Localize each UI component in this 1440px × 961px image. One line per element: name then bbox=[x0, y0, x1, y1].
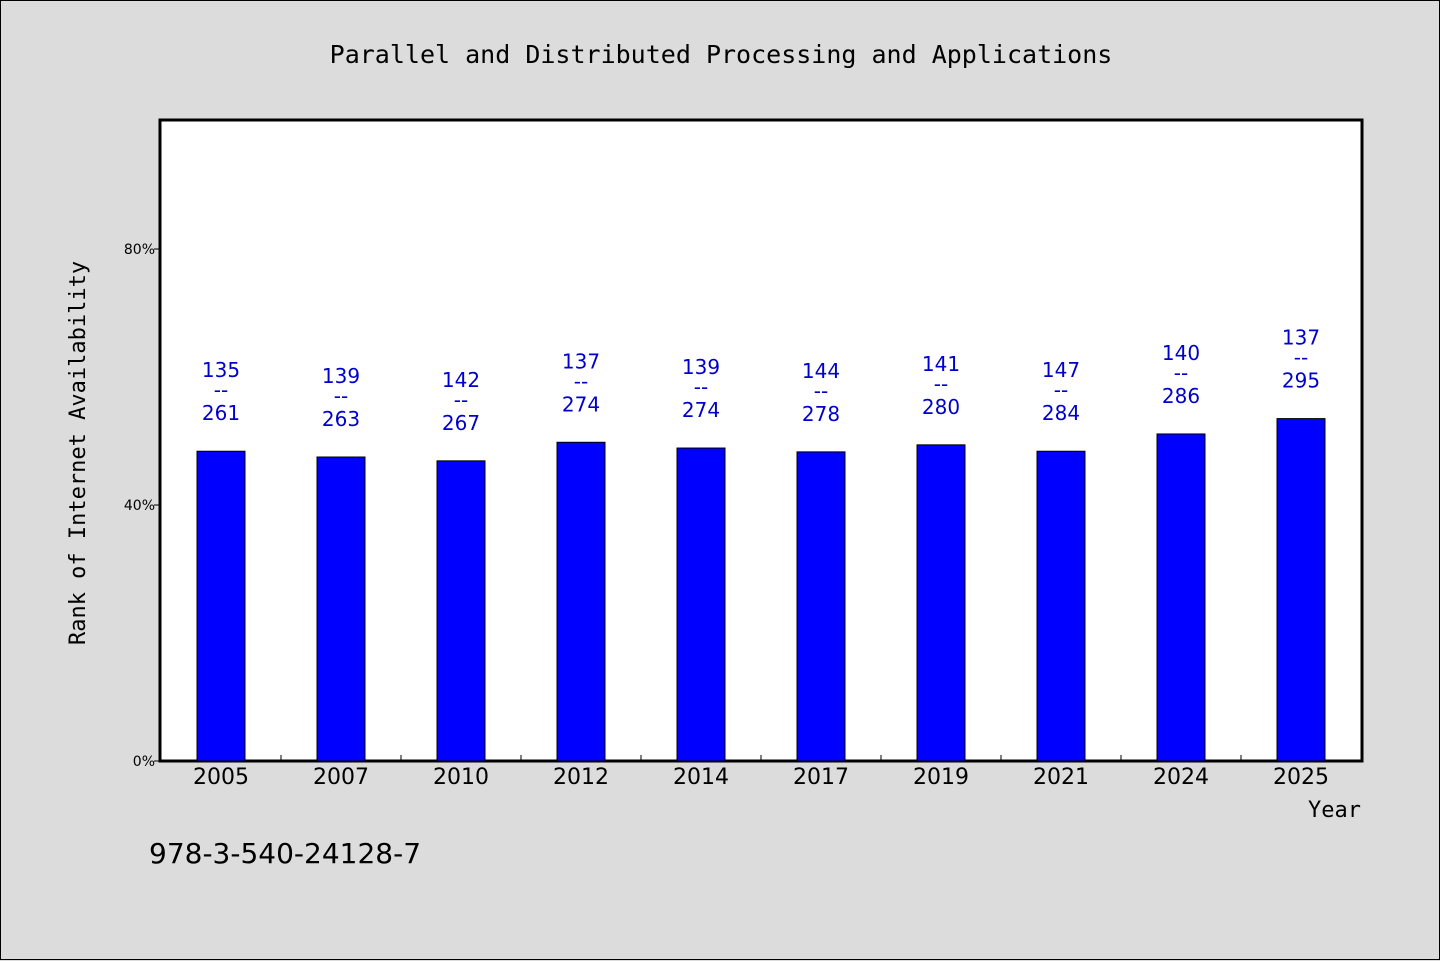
x-tick-label: 2012 bbox=[553, 765, 609, 790]
x-tick-label: 2019 bbox=[913, 765, 969, 790]
y-tick-label: 40% bbox=[124, 498, 155, 514]
data-label-total: 263 bbox=[322, 407, 360, 431]
chart-title: Parallel and Distributed Processing and … bbox=[330, 40, 1113, 69]
bar bbox=[1036, 450, 1086, 762]
bar bbox=[796, 451, 846, 762]
data-label-total: 274 bbox=[682, 398, 720, 422]
x-tick-label: 2024 bbox=[1153, 765, 1209, 790]
x-tick-label: 2005 bbox=[193, 765, 249, 790]
data-label-separator: -- bbox=[214, 378, 228, 402]
bar-data-label: 142--267 bbox=[442, 368, 480, 435]
data-label-total: 278 bbox=[802, 402, 840, 426]
data-label-rank: 137 bbox=[562, 349, 600, 373]
bar bbox=[1276, 418, 1326, 762]
bar bbox=[1156, 433, 1206, 762]
x-tick-label: 2017 bbox=[793, 765, 849, 790]
data-label-rank: 137 bbox=[1282, 326, 1320, 350]
bar bbox=[676, 447, 726, 762]
data-label-total: 286 bbox=[1162, 384, 1200, 408]
data-label-total: 280 bbox=[922, 395, 960, 419]
data-label-rank: 139 bbox=[322, 364, 360, 388]
data-label-rank: 139 bbox=[682, 355, 720, 379]
x-axis: 2005 2007 2010 2012 2014 2017 2019 2021 2024 2025 bbox=[193, 755, 1329, 790]
x-tick-label: 2025 bbox=[1273, 765, 1329, 790]
data-label-rank: 135 bbox=[202, 358, 240, 382]
data-label-total: 284 bbox=[1042, 401, 1080, 425]
data-label-separator: -- bbox=[574, 369, 588, 393]
x-tick-label: 2014 bbox=[673, 765, 729, 790]
bar-data-label: 147--284 bbox=[1042, 358, 1080, 425]
bar-data-label: 140--286 bbox=[1162, 341, 1200, 408]
data-label-rank: 144 bbox=[802, 359, 840, 383]
data-label-separator: -- bbox=[814, 379, 828, 403]
bar-data-label: 139--263 bbox=[322, 364, 360, 431]
bar-data-label: 137--295 bbox=[1282, 326, 1320, 393]
bar bbox=[316, 456, 366, 762]
bar-data-label: 144--278 bbox=[802, 359, 840, 426]
bar bbox=[436, 460, 486, 762]
bar-data-label: 135--261 bbox=[202, 358, 240, 425]
data-label-separator: -- bbox=[334, 384, 348, 408]
y-axis: 0% 40% 80% bbox=[124, 242, 161, 770]
data-label-total: 274 bbox=[562, 392, 600, 416]
data-label-separator: -- bbox=[694, 375, 708, 399]
bar bbox=[916, 444, 966, 762]
bar-data-label: 139--274 bbox=[682, 355, 720, 422]
bar bbox=[556, 441, 606, 762]
x-tick-label: 2007 bbox=[313, 765, 369, 790]
y-tick-label: 0% bbox=[133, 754, 155, 770]
y-axis-title: Rank of Internet Availability bbox=[66, 261, 91, 645]
data-label-total: 261 bbox=[202, 401, 240, 425]
data-label-rank: 141 bbox=[922, 352, 960, 376]
data-label-separator: -- bbox=[1174, 361, 1188, 385]
data-label-rank: 142 bbox=[442, 368, 480, 392]
x-tick-label: 2021 bbox=[1033, 765, 1089, 790]
data-label-rank: 147 bbox=[1042, 358, 1080, 382]
data-label-total: 295 bbox=[1282, 369, 1320, 393]
bar-data-label: 137--274 bbox=[562, 349, 600, 416]
bar-series bbox=[196, 418, 1326, 762]
y-tick-label: 80% bbox=[124, 242, 155, 258]
data-label-separator: -- bbox=[1054, 378, 1068, 402]
x-axis-title: Year bbox=[1308, 798, 1361, 823]
data-label-rank: 140 bbox=[1162, 341, 1200, 365]
bar bbox=[196, 450, 246, 762]
data-labels: 135--261139--263142--267137--274139--274… bbox=[202, 326, 1320, 435]
data-label-total: 267 bbox=[442, 411, 480, 435]
data-label-separator: -- bbox=[454, 388, 468, 412]
x-tick-label: 2010 bbox=[433, 765, 489, 790]
data-label-separator: -- bbox=[934, 372, 948, 396]
bar-data-label: 141--280 bbox=[922, 352, 960, 419]
isbn-annotation: 978-3-540-24128-7 bbox=[149, 837, 421, 870]
data-label-separator: -- bbox=[1294, 346, 1308, 370]
